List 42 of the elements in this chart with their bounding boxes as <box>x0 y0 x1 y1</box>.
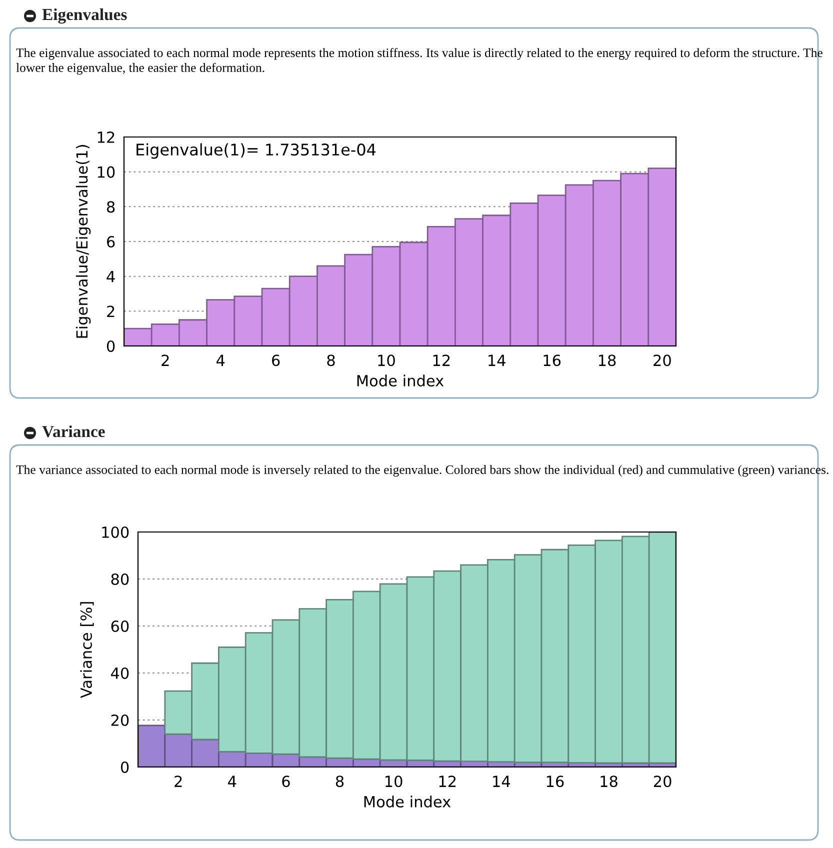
y-tick-label: 6 <box>107 236 115 248</box>
x-tick-label: 10 <box>386 776 402 788</box>
x-tick-label: 20 <box>654 776 672 788</box>
x-tick-label: 14 <box>493 776 510 787</box>
x-tick-label: 20 <box>654 354 671 366</box>
y-tick-label: 0 <box>106 340 115 352</box>
x-tick-label: 8 <box>327 354 335 366</box>
x-tick-label: 16 <box>544 354 561 366</box>
y-tick-label: 20 <box>111 714 129 726</box>
y-tick-label: 12 <box>98 131 114 143</box>
chart-subtitle: The eigenvalue associated to each normal mode represents the motion stiffness. Its value is directly related to the energy required to deform the structure. The lower the eigenvalue, the easier the deformation. <box>16 48 822 75</box>
x-tick-label: 6 <box>282 776 290 788</box>
x-tick-label: 12 <box>439 776 456 787</box>
y-tick-label: 100 <box>102 526 129 538</box>
x-tick-label: 14 <box>488 354 506 366</box>
y-tick-label: 80 <box>111 573 129 586</box>
x-tick-label: 10 <box>378 354 395 366</box>
x-tick-label: 8 <box>336 776 344 788</box>
y-tick-label: 4 <box>106 271 115 282</box>
x-axis-title: Mode index <box>364 796 451 808</box>
x-tick-label: 18 <box>598 354 616 366</box>
x-tick-label: 18 <box>600 776 618 788</box>
y-axis-title: Variance [%] <box>80 602 94 698</box>
x-tick-label: 4 <box>216 354 225 366</box>
chart-title: Variance <box>42 425 105 438</box>
chart-title: Eigenvalues <box>42 8 127 24</box>
x-axis-title: Mode index <box>357 374 444 386</box>
x-tick-label: 12 <box>433 354 450 366</box>
y-tick-label: 40 <box>110 667 129 680</box>
y-tick-label: 8 <box>106 201 115 213</box>
x-tick-label: 2 <box>174 776 182 787</box>
y-tick-label: 2 <box>107 306 114 317</box>
y-tick-label: 60 <box>111 620 129 632</box>
y-axis-title: Eigenvalue/Eigenvalue(1) <box>76 145 91 338</box>
x-tick-label: 4 <box>228 776 236 787</box>
x-tick-label: 6 <box>272 354 280 366</box>
chart-subtitle: The variance associated to each normal mode is inversely related to the eigenvalue. Colored bars show the individual (red) and cummulative (green) variances. <box>16 465 828 477</box>
y-tick-label: 10 <box>98 166 115 178</box>
y-tick-label: 0 <box>120 761 129 774</box>
x-tick-label: 16 <box>546 776 564 788</box>
annotation: Eigenvalue(1)= 1.735131e-04 <box>136 143 376 159</box>
x-tick-label: 2 <box>162 354 169 366</box>
